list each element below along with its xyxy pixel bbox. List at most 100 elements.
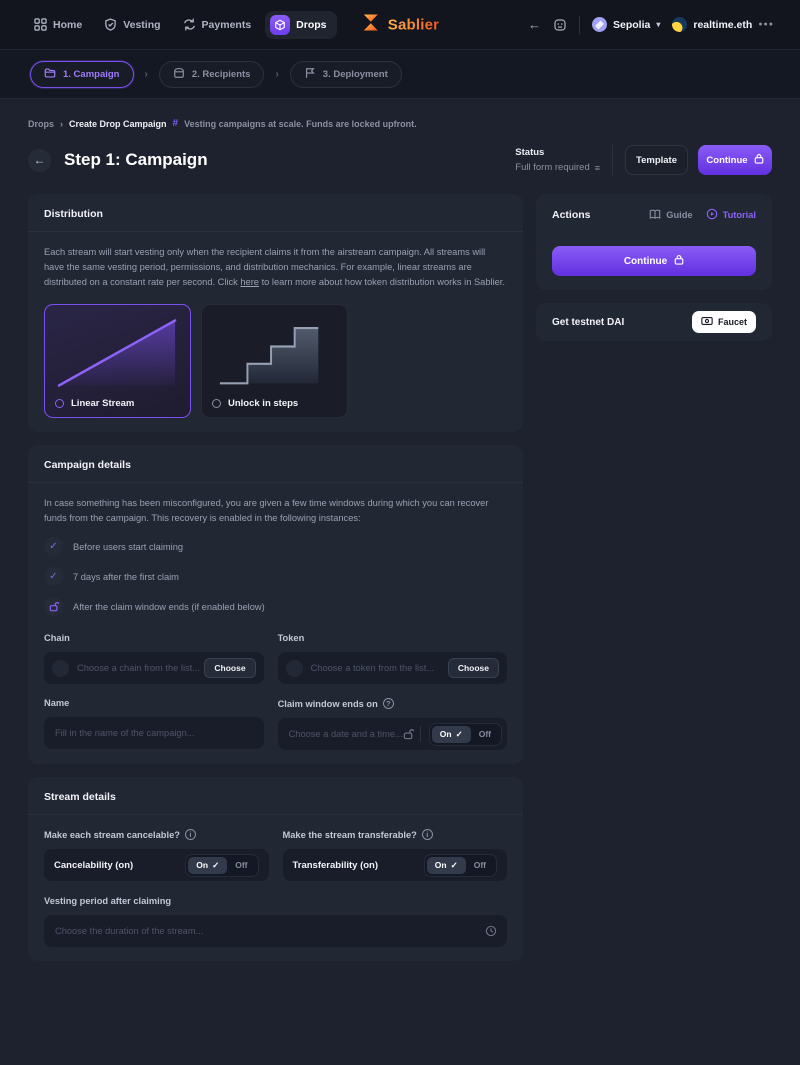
info-icon[interactable]: i <box>421 829 433 841</box>
flag-icon <box>304 67 316 82</box>
gas-icon[interactable] <box>553 18 567 32</box>
token-select[interactable]: Choose a token from the list... Choose <box>277 652 507 685</box>
toggle-on-label: On <box>439 729 452 740</box>
list-icon: ≡ <box>594 162 600 173</box>
claim-window-toggle: On ✓ Off <box>428 722 502 746</box>
vesting-duration-input[interactable]: Choose the duration of the stream... <box>44 915 507 948</box>
page-header: ← Step 1: Campaign Status Full form requ… <box>28 145 772 175</box>
transferable-field: Make the stream transferable? i Transfer… <box>282 829 507 882</box>
step-pill-recipients[interactable]: 2. Recipients <box>158 60 265 88</box>
toggle-off[interactable]: Off <box>478 729 491 740</box>
switch-label: Cancelability (on) <box>54 859 134 871</box>
transferability-toggle: On ✓ Off <box>423 853 497 877</box>
template-button[interactable]: Template <box>625 145 688 175</box>
campaign-name-input[interactable]: Fill in the name of the campaign... <box>44 717 264 750</box>
description-text: to learn more about how token distributi… <box>258 277 505 288</box>
check-icon: ✓ <box>44 537 63 557</box>
clock-icon <box>485 925 497 937</box>
wallet-avatar <box>672 17 688 32</box>
toggle-off[interactable]: Off <box>235 860 248 871</box>
divider <box>578 15 580 34</box>
stream-details-panel: Stream details Make each stream cancelab… <box>28 777 523 962</box>
cube-icon <box>270 14 291 35</box>
nav-item-payments[interactable]: Payments <box>175 12 260 37</box>
option-label: Linear Stream <box>71 398 135 410</box>
cancelability-toggle: On ✓ Off <box>185 853 259 877</box>
linear-stream-chart <box>55 314 180 392</box>
check-icon: ✓ <box>212 859 220 870</box>
toggle-on-label: On <box>196 860 209 871</box>
option-label: Unlock in steps <box>228 398 299 410</box>
choose-chain-button[interactable]: Choose <box>204 658 256 679</box>
back-arrow-icon[interactable]: ← <box>527 17 541 32</box>
back-button[interactable]: ← <box>28 148 51 172</box>
tutorial-link[interactable]: Tutorial <box>706 208 756 222</box>
section-title: Distribution <box>44 208 103 220</box>
chain-select[interactable]: Choose a chain from the list... Choose <box>44 652 264 685</box>
continue-button[interactable]: Continue <box>698 145 772 175</box>
divider <box>28 482 523 484</box>
distribution-option-linear[interactable]: Linear Stream <box>44 304 191 419</box>
list-item: ✓ Before users start claiming <box>44 537 507 557</box>
divider <box>612 145 613 175</box>
folder-icon <box>44 67 56 82</box>
hash-icon[interactable]: # <box>172 118 179 129</box>
network-selector[interactable]: Sepolia ▾ <box>591 17 661 32</box>
faucet-button[interactable]: Faucet <box>691 311 756 333</box>
breadcrumb-description: Vesting campaigns at scale. Funds are lo… <box>184 118 417 129</box>
nav-item-home[interactable]: Home <box>26 12 90 37</box>
status-value: Full form required <box>515 162 590 173</box>
sidebar-continue-button[interactable]: Continue <box>552 246 756 276</box>
unlock-icon <box>403 728 414 740</box>
guide-label: Guide <box>666 210 693 220</box>
distribution-description: Each stream will start vesting only when… <box>44 245 507 290</box>
divider <box>419 726 421 743</box>
guide-link[interactable]: Guide <box>649 209 693 222</box>
wallet-menu[interactable]: realtime.eth ●●● <box>672 17 774 32</box>
divider <box>28 231 523 232</box>
toggle-on[interactable]: On ✓ <box>431 725 471 743</box>
banknote-icon <box>701 316 713 328</box>
distribution-option-steps[interactable]: Unlock in steps <box>201 304 348 419</box>
choose-token-button[interactable]: Choose <box>447 658 499 679</box>
toggle-on[interactable]: On ✓ <box>188 856 228 874</box>
list-item-label: After the claim window ends (if enabled … <box>73 601 265 612</box>
campaign-details-panel: Campaign details In case something has b… <box>28 445 523 765</box>
play-circle-icon <box>706 208 718 222</box>
brand-name: Sablier <box>387 16 440 33</box>
field-label: Chain <box>44 633 70 644</box>
campaign-details-description: In case something has been misconfigured… <box>44 498 489 524</box>
breadcrumb-current: Create Drop Campaign <box>69 118 167 129</box>
help-icon[interactable]: ? <box>382 698 394 710</box>
token-field: Token Choose a token from the list... Ch… <box>277 633 507 685</box>
nav-item-drops[interactable]: Drops <box>265 10 337 39</box>
chevron-down-icon: ▾ <box>656 20 661 29</box>
toggle-on[interactable]: On ✓ <box>426 856 466 874</box>
step-pill-deployment[interactable]: 3. Deployment <box>289 60 402 88</box>
faucet-button-label: Faucet <box>717 317 747 327</box>
toggle-off[interactable]: Off <box>473 860 486 871</box>
nav-item-label: Home <box>53 18 83 31</box>
chevron-right-icon: › <box>144 68 148 80</box>
transferability-switch: Transferability (on) On ✓ Off <box>282 849 507 882</box>
nav-right: ← Sepolia ▾ realtime.eth ●●● <box>527 15 774 34</box>
claim-window-input[interactable]: Choose a date and a time... On ✓ Off <box>277 718 507 751</box>
chevron-right-icon: › <box>60 118 64 129</box>
actions-panel: Actions Guide Tutorial Continue <box>536 194 772 290</box>
wizard-steps: 1. Campaign › 2. Recipients › 3. Deploym… <box>0 50 800 99</box>
step-pill-campaign[interactable]: 1. Campaign <box>30 60 134 88</box>
sablier-logo[interactable]: Sablier <box>361 12 439 37</box>
box-icon <box>173 67 185 82</box>
breadcrumb-root[interactable]: Drops <box>28 118 55 129</box>
nav-item-vesting[interactable]: Vesting <box>96 12 168 37</box>
more-options-icon[interactable]: ●●● <box>758 21 774 28</box>
section-title: Campaign details <box>44 459 131 472</box>
main-nav: Home Vesting Payments Drops <box>26 10 337 39</box>
unlock-icon <box>44 597 63 617</box>
learn-more-link[interactable]: here <box>240 277 259 288</box>
info-icon[interactable]: i <box>184 829 196 841</box>
wallet-name: realtime.eth <box>693 18 753 31</box>
continue-button-label: Continue <box>706 154 748 166</box>
step-label: 3. Deployment <box>322 68 388 80</box>
sepolia-network-icon <box>591 17 607 32</box>
